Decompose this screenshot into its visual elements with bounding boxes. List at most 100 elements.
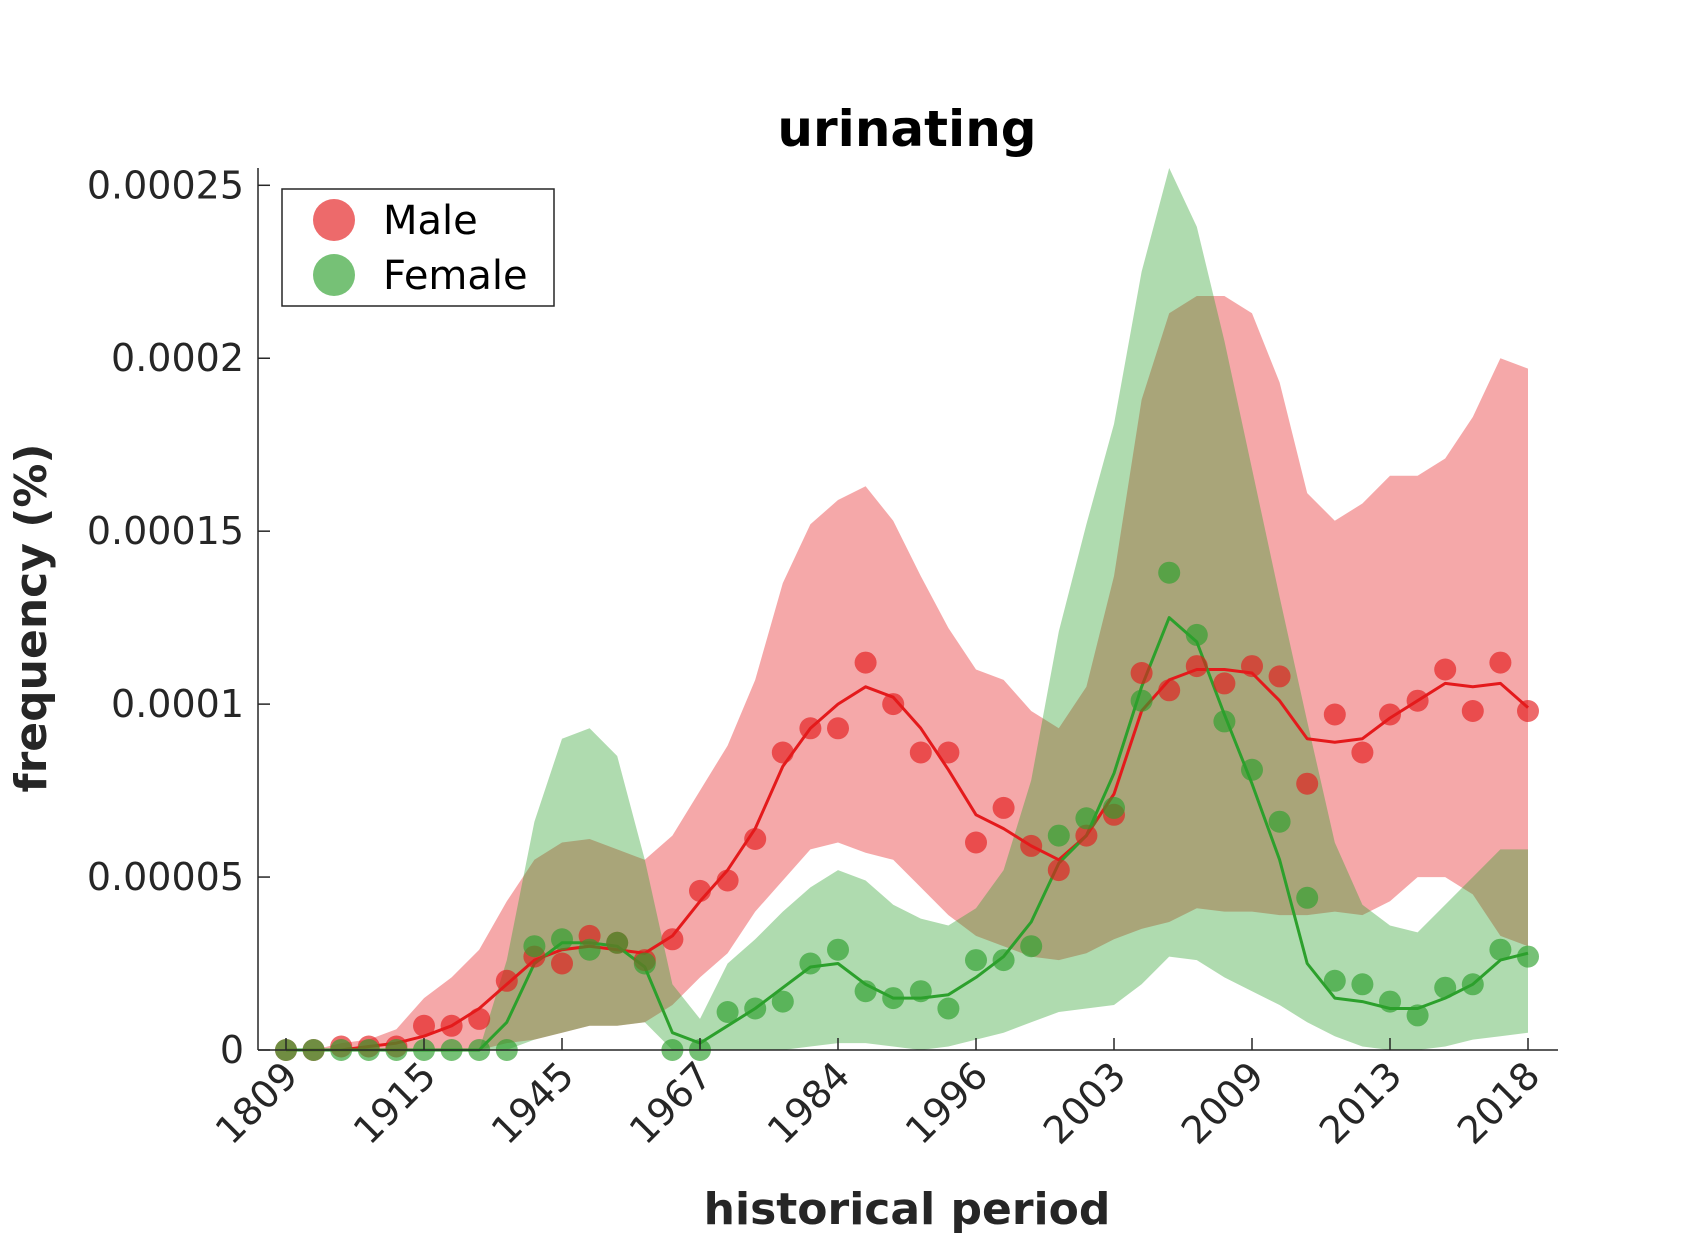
y-tick-label: 0.00005 [87,855,244,899]
female-data-point [1379,990,1401,1013]
female-data-point [1351,973,1374,996]
male-data-point [799,717,822,740]
smoothed-lines [286,616,1529,1052]
male-data-point [413,1014,435,1037]
male-data-point [1185,655,1208,678]
female-data-point [965,949,987,972]
female-confidence-band [286,168,1528,1050]
male-data-point [854,651,877,674]
female-data-point [1406,1004,1429,1027]
female-data-point [523,935,546,958]
x-tick-label: 1915 [345,1053,445,1153]
male-data-point [440,1014,463,1037]
male-data-point [744,828,767,850]
female-data-point [1020,935,1043,958]
y-axis-label: frequency (%) [6,443,57,792]
female-data-point [551,928,573,951]
female-data-point [1323,969,1346,992]
female-data-point [771,990,794,1013]
legend: Male Female [281,188,555,307]
legend-label-female: Female [383,253,528,299]
male-data-point [689,879,711,902]
male-confidence-band [286,296,1528,1050]
y-tick-label: 0 [220,1028,244,1072]
x-tick-label: 1996 [897,1053,997,1153]
x-tick-label: 1967 [621,1053,721,1153]
confidence-bands [286,168,1528,1050]
male-data-point [551,952,573,975]
male-data-point [1158,679,1181,702]
female-data-point [1185,623,1208,646]
data-points [275,561,1539,1061]
male-data-point [1351,741,1374,764]
x-tick-label: 2009 [1173,1053,1273,1153]
female-data-point [882,987,905,1010]
male-data-point [937,741,960,764]
male-data-point [965,831,987,854]
male-data-point [1461,700,1484,722]
x-tick-label: 1984 [759,1053,859,1153]
male-data-point [1434,658,1457,681]
female-data-point [1130,689,1153,712]
female-data-point [909,980,932,1003]
male-data-point [495,969,518,992]
female-data-point [1461,973,1484,996]
y-tick-labels: 0 0.00005 0.0001 0.00015 0.0002 0.00025 [87,163,244,1072]
male-data-point [1075,824,1098,847]
male-data-point [1517,700,1539,722]
female-data-point [937,997,960,1020]
y-tick-label: 0.00025 [87,163,244,207]
chart-title: urinating [777,100,1036,158]
female-data-point [1213,710,1236,733]
female-data-point [1075,807,1098,830]
male-data-point [1241,655,1263,678]
legend-marker-male [313,199,355,241]
x-tick-label: 2003 [1035,1053,1135,1153]
female-data-point [1489,938,1512,961]
female-smoothed-line [286,616,1529,1052]
male-data-point [661,928,684,951]
female-data-point [1241,758,1263,781]
x-tick-label: 2013 [1311,1053,1411,1153]
male-data-point [882,693,905,716]
x-tick-label: 1945 [483,1053,583,1153]
female-data-point [1517,945,1539,968]
x-axis-label: historical period [704,1184,1111,1235]
female-data-point [633,952,656,975]
female-data-point [1158,561,1181,584]
legend-label-male: Male [383,198,478,244]
male-data-point [1406,689,1429,712]
male-data-point [992,796,1015,819]
male-data-point [716,869,739,892]
female-data-point [1103,796,1125,819]
y-tick-label: 0.0001 [111,682,244,726]
female-data-point [992,949,1015,972]
female-data-point [744,997,767,1020]
male-data-point [1213,672,1236,695]
female-data-point [1434,976,1457,999]
male-smoothed-line [286,668,1529,1052]
male-data-point [1268,665,1291,688]
female-data-point [799,952,822,975]
y-tick-label: 0.0002 [111,336,244,380]
female-data-point [716,1001,739,1023]
male-data-point [909,741,932,764]
x-tick-label: 2018 [1449,1053,1549,1153]
female-data-point [1296,886,1319,909]
x-tick-labels: 1809 1915 1945 1967 1984 1996 2003 2009 2013 2018 [207,1053,1549,1153]
male-data-point [827,717,849,740]
female-data-point [1047,824,1070,847]
female-data-point [854,980,877,1003]
female-data-point [1268,810,1291,833]
male-data-point [1489,651,1512,674]
female-data-point [578,938,601,961]
male-data-point [771,741,794,764]
y-tick-label: 0.00015 [87,509,244,553]
legend-marker-female [313,254,355,296]
female-data-point [827,938,849,961]
male-data-point [1130,662,1153,684]
male-data-point [1323,703,1346,726]
male-data-point [468,1007,491,1030]
axes [257,168,1558,1051]
